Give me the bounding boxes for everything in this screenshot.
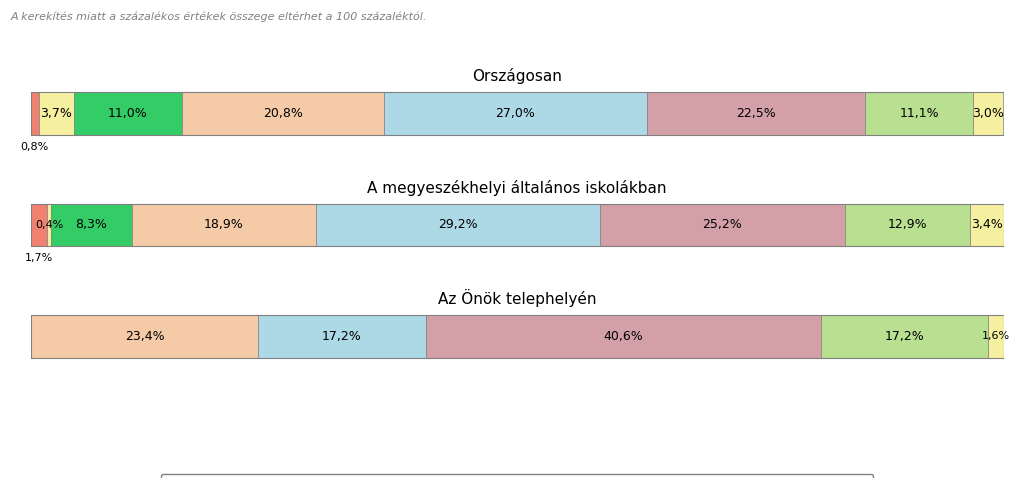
Text: A megyeszékhelyi általános iskolákban: A megyeszékhelyi általános iskolákban: [368, 180, 667, 196]
Bar: [974, 92, 1002, 135]
Text: 12,9%: 12,9%: [888, 218, 928, 231]
Bar: [31, 204, 1004, 246]
Bar: [181, 92, 384, 135]
Text: 23,4%: 23,4%: [125, 330, 164, 343]
Text: 25,2%: 25,2%: [702, 218, 742, 231]
Bar: [132, 204, 315, 246]
Bar: [384, 92, 646, 135]
Text: 3,7%: 3,7%: [41, 107, 73, 120]
Bar: [39, 92, 75, 135]
Bar: [865, 92, 974, 135]
Text: Országosan: Országosan: [472, 68, 562, 84]
Text: 17,2%: 17,2%: [323, 330, 361, 343]
Bar: [31, 92, 39, 135]
Bar: [971, 204, 1004, 246]
Bar: [31, 204, 47, 246]
Bar: [51, 204, 132, 246]
Text: 11,0%: 11,0%: [109, 107, 147, 120]
Text: 0,4%: 0,4%: [35, 220, 63, 230]
Text: 20,8%: 20,8%: [263, 107, 303, 120]
Text: 1,7%: 1,7%: [25, 253, 53, 263]
Text: 18,9%: 18,9%: [204, 218, 244, 231]
Bar: [646, 92, 865, 135]
Bar: [845, 204, 971, 246]
Text: 17,2%: 17,2%: [885, 330, 925, 343]
Text: 1,6%: 1,6%: [982, 331, 1010, 341]
Text: 3,0%: 3,0%: [972, 107, 1004, 120]
Bar: [31, 315, 258, 358]
Text: 0,8%: 0,8%: [20, 142, 49, 152]
Bar: [258, 315, 426, 358]
Text: Az Önök telephelyén: Az Önök telephelyén: [438, 289, 596, 307]
Text: 3,4%: 3,4%: [971, 218, 1002, 231]
Bar: [820, 315, 988, 358]
Text: A kerekítés miatt a százalékos értékek összege eltérhet a 100 százaléktól.: A kerekítés miatt a százalékos értékek ö…: [10, 12, 427, 22]
Text: 22,5%: 22,5%: [736, 107, 776, 120]
Text: 29,2%: 29,2%: [438, 218, 477, 231]
Bar: [426, 315, 820, 358]
Legend: 1. szint alatti, 1. szint, 2. szint, 3. szint, 4. szint, 5. szint, 6. szint, 7. : 1. szint alatti, 1. szint, 2. szint, 3. …: [161, 474, 873, 478]
Bar: [75, 92, 181, 135]
Bar: [988, 315, 1004, 358]
Bar: [47, 204, 51, 246]
Bar: [31, 315, 1004, 358]
Text: 40,6%: 40,6%: [603, 330, 643, 343]
Bar: [31, 92, 1004, 135]
Text: 8,3%: 8,3%: [76, 218, 108, 231]
Text: 11,1%: 11,1%: [899, 107, 939, 120]
Bar: [600, 204, 845, 246]
Bar: [315, 204, 600, 246]
Text: 27,0%: 27,0%: [496, 107, 536, 120]
